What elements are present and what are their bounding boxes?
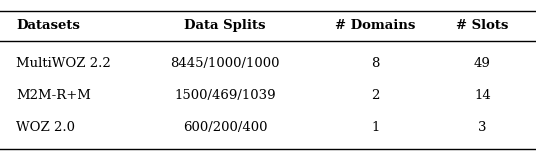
- Text: # Domains: # Domains: [335, 19, 415, 32]
- Text: 49: 49: [474, 57, 491, 70]
- Text: 8445/1000/1000: 8445/1000/1000: [170, 57, 280, 70]
- Text: WOZ 2.0: WOZ 2.0: [16, 121, 75, 134]
- Text: 600/200/400: 600/200/400: [183, 121, 267, 134]
- Text: 1: 1: [371, 121, 379, 134]
- Text: # Slots: # Slots: [456, 19, 509, 32]
- Text: 3: 3: [478, 121, 487, 134]
- Text: 2: 2: [371, 89, 379, 102]
- Text: Datasets: Datasets: [16, 19, 80, 32]
- Text: M2M-R+M: M2M-R+M: [16, 89, 91, 102]
- Text: MultiWOZ 2.2: MultiWOZ 2.2: [16, 57, 111, 70]
- Text: 8: 8: [371, 57, 379, 70]
- Text: 14: 14: [474, 89, 491, 102]
- Text: Data Splits: Data Splits: [184, 19, 266, 32]
- Text: 1500/469/1039: 1500/469/1039: [174, 89, 276, 102]
